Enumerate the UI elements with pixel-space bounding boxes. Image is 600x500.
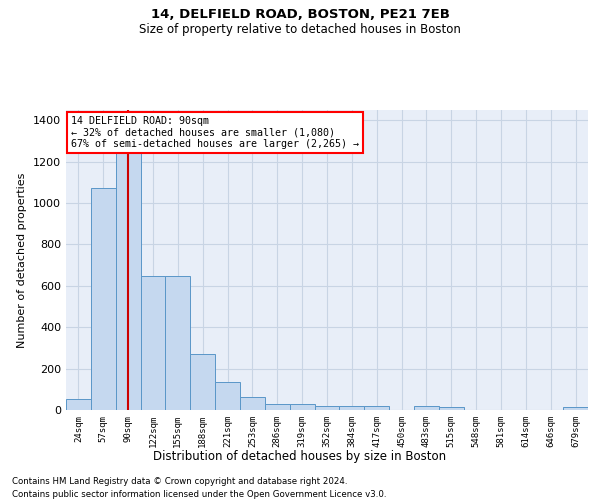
Bar: [340, 406, 364, 410]
Text: Contains HM Land Registry data © Crown copyright and database right 2024.: Contains HM Land Registry data © Crown c…: [12, 478, 347, 486]
Bar: [91, 188, 116, 410]
Bar: [116, 133, 140, 410]
Bar: [166, 276, 190, 410]
Bar: [66, 398, 91, 410]
Text: 14, DELFIELD ROAD, BOSTON, PE21 7EB: 14, DELFIELD ROAD, BOSTON, PE21 7EB: [151, 8, 449, 20]
Bar: [240, 396, 265, 410]
Bar: [439, 407, 464, 410]
Bar: [290, 404, 314, 410]
Bar: [314, 406, 340, 410]
Bar: [265, 404, 290, 410]
Bar: [414, 406, 439, 410]
Text: Distribution of detached houses by size in Boston: Distribution of detached houses by size …: [154, 450, 446, 463]
Text: Contains public sector information licensed under the Open Government Licence v3: Contains public sector information licen…: [12, 490, 386, 499]
Bar: [190, 354, 215, 410]
Bar: [364, 406, 389, 410]
Bar: [563, 407, 588, 410]
Bar: [215, 382, 240, 410]
Bar: [140, 276, 166, 410]
Y-axis label: Number of detached properties: Number of detached properties: [17, 172, 28, 348]
Text: 14 DELFIELD ROAD: 90sqm
← 32% of detached houses are smaller (1,080)
67% of semi: 14 DELFIELD ROAD: 90sqm ← 32% of detache…: [71, 116, 359, 149]
Text: Size of property relative to detached houses in Boston: Size of property relative to detached ho…: [139, 22, 461, 36]
